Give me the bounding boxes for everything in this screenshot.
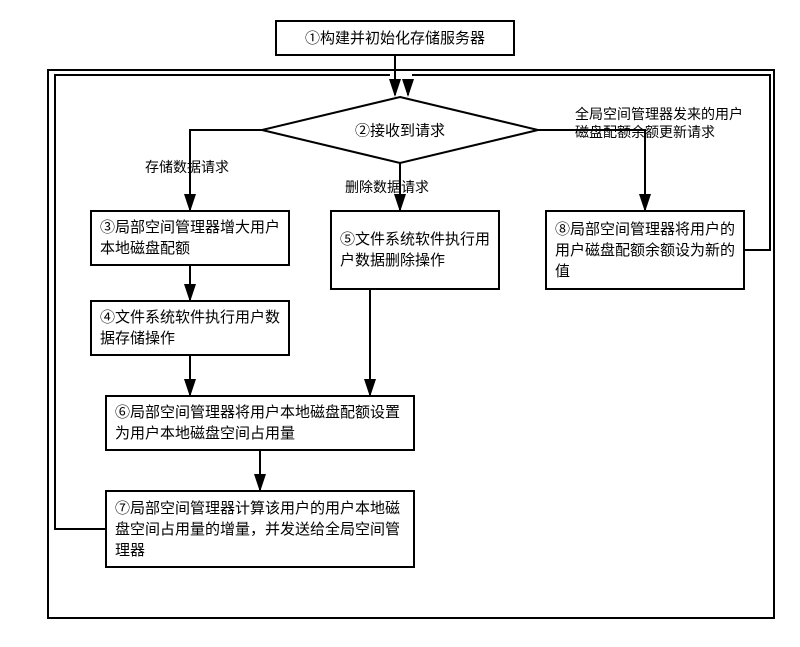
node-set-new-balance-label: ⑧局部空间管理器将用户的用户磁盘配额余额设为新的值 <box>555 219 735 282</box>
node-calc-increment-label: ⑦局部空间管理器计算该用户的用户本地磁盘空间占用量的增量，并发送给全局空间管理器 <box>115 498 405 561</box>
node-set-quota-usage: ⑥局部空间管理器将用户本地磁盘配额设置为用户本地磁盘空间占用量 <box>105 395 415 451</box>
edge-label-global: 全局空间管理器发来的用户磁盘配额余额更新请求 <box>575 105 745 141</box>
node-store-data: ④文件系统软件执行用户数据存储操作 <box>90 300 290 356</box>
node-calc-increment: ⑦局部空间管理器计算该用户的用户本地磁盘空间占用量的增量，并发送给全局空间管理器 <box>105 490 415 568</box>
node-set-new-balance: ⑧局部空间管理器将用户的用户磁盘配额余额设为新的值 <box>545 210 745 290</box>
node-init-server-label: ①构建并初始化存储服务器 <box>305 28 485 49</box>
node-receive-request: ②接收到请求 <box>260 95 540 165</box>
node-receive-request-label: ②接收到请求 <box>260 120 540 141</box>
node-init-server: ①构建并初始化存储服务器 <box>275 20 515 56</box>
node-store-data-label: ④文件系统软件执行用户数据存储操作 <box>100 307 280 349</box>
node-set-quota-usage-label: ⑥局部空间管理器将用户本地磁盘配额设置为用户本地磁盘空间占用量 <box>115 402 405 444</box>
edge-label-delete: 删除数据请求 <box>345 178 429 196</box>
node-increase-quota: ③局部空间管理器增大用户本地磁盘配额 <box>90 210 290 266</box>
edge-label-store: 存储数据请求 <box>145 158 229 176</box>
node-delete-data: ⑤文件系统软件执行用户数据删除操作 <box>330 210 500 290</box>
node-increase-quota-label: ③局部空间管理器增大用户本地磁盘配额 <box>100 217 280 259</box>
node-delete-data-label: ⑤文件系统软件执行用户数据删除操作 <box>340 229 490 271</box>
